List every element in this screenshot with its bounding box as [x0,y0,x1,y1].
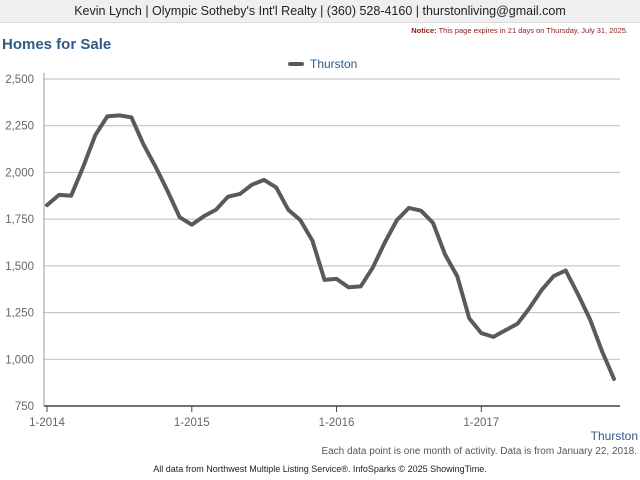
legend-label-thurston: Thurston [310,57,358,71]
x-tick-label: 1-2015 [174,417,210,429]
legend-swatch-thurston [288,62,304,66]
data-note: Each data point is one month of activity… [321,446,637,457]
x-tick-label: 1-2014 [29,417,65,429]
x-tick-label: 1-2017 [463,417,499,429]
expiry-notice: Notice: This page expires in 21 days on … [411,26,628,35]
y-tick-label: 1,000 [5,354,34,366]
data-source: All data from Northwest Multiple Listing… [153,464,487,474]
y-tick-label: 1,250 [5,308,34,320]
page-title: Homes for Sale [2,36,112,53]
y-tick-label: 2,000 [5,167,34,179]
y-tick-label: 2,250 [5,121,34,133]
y-tick-label: 1,750 [5,214,34,226]
header-contact-bar: Kevin Lynch | Olympic Sotheby's Int'l Re… [0,0,640,23]
contact-text: Kevin Lynch | Olympic Sotheby's Int'l Re… [74,4,566,18]
notice-label: Notice: [411,26,437,35]
notice-text: This page expires in 21 days on Thursday… [438,26,628,35]
chart-legend[interactable]: Thurston [288,57,357,71]
y-tick-label: 750 [15,401,34,413]
series-line-thurston [45,113,616,381]
series-end-label: Thurston [590,429,638,443]
x-tick-label: 1-2016 [319,417,355,429]
y-tick-label: 2,500 [5,74,34,86]
y-tick-label: 1,500 [5,261,34,273]
